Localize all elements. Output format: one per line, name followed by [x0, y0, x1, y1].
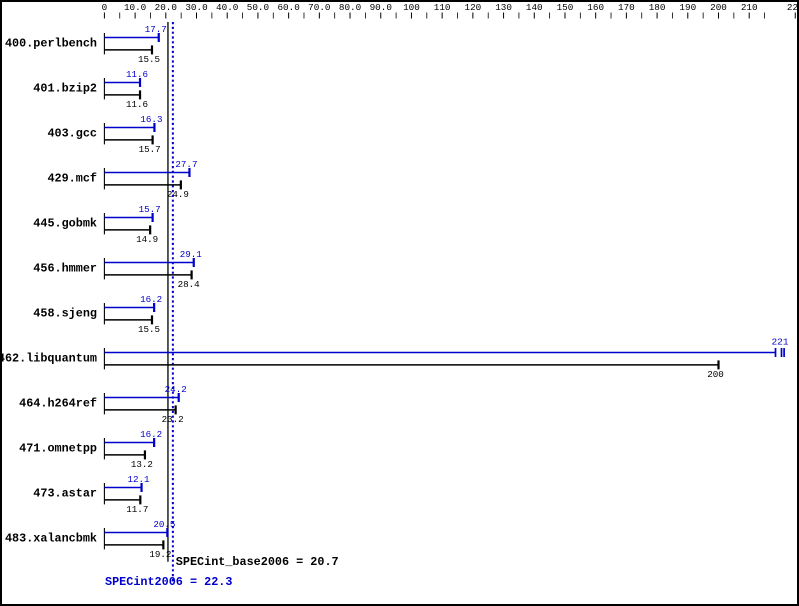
svg-text:483.xalancbmk: 483.xalancbmk: [5, 532, 97, 546]
svg-text:23.2: 23.2: [162, 414, 184, 425]
svg-text:0: 0: [102, 2, 108, 13]
svg-text:SPECint2006 = 22.3: SPECint2006 = 22.3: [105, 575, 232, 589]
svg-text:429.mcf: 429.mcf: [47, 172, 97, 186]
svg-text:456.hmmer: 456.hmmer: [33, 262, 97, 276]
svg-text:400.perlbench: 400.perlbench: [5, 37, 97, 51]
svg-text:50.0: 50.0: [247, 2, 269, 13]
svg-text:29.1: 29.1: [180, 249, 203, 260]
svg-text:200: 200: [707, 369, 724, 380]
svg-text:403.gcc: 403.gcc: [47, 127, 97, 141]
svg-text:27.7: 27.7: [175, 159, 197, 170]
svg-text:15.7: 15.7: [139, 144, 161, 155]
svg-text:120: 120: [464, 2, 481, 13]
svg-text:170: 170: [618, 2, 635, 13]
svg-text:20.5: 20.5: [153, 519, 175, 530]
svg-text:30.0: 30.0: [185, 2, 207, 13]
svg-text:150: 150: [557, 2, 574, 13]
svg-text:15.5: 15.5: [138, 324, 160, 335]
svg-text:70.0: 70.0: [308, 2, 330, 13]
svg-text:19.2: 19.2: [149, 549, 171, 560]
svg-text:SPECint_base2006 = 20.7: SPECint_base2006 = 20.7: [176, 555, 339, 569]
svg-text:24.9: 24.9: [167, 189, 189, 200]
svg-text:40.0: 40.0: [216, 2, 238, 13]
svg-text:473.astar: 473.astar: [33, 487, 97, 501]
svg-text:11.6: 11.6: [126, 69, 148, 80]
svg-text:16.3: 16.3: [140, 114, 162, 125]
svg-text:10.0: 10.0: [124, 2, 146, 13]
svg-text:16.2: 16.2: [140, 294, 162, 305]
svg-text:130: 130: [495, 2, 512, 13]
svg-text:464.h264ref: 464.h264ref: [19, 397, 97, 411]
svg-text:17.7: 17.7: [145, 24, 167, 35]
svg-text:210: 210: [741, 2, 758, 13]
svg-text:11.7: 11.7: [126, 504, 148, 515]
svg-text:445.gobmk: 445.gobmk: [33, 217, 97, 231]
svg-text:471.omnetpp: 471.omnetpp: [19, 442, 97, 456]
svg-text:15.5: 15.5: [138, 54, 160, 65]
svg-text:401.bzip2: 401.bzip2: [33, 82, 97, 96]
svg-text:160: 160: [587, 2, 604, 13]
svg-text:180: 180: [649, 2, 666, 13]
svg-text:190: 190: [679, 2, 696, 13]
svg-text:221: 221: [771, 337, 788, 348]
svg-text:12.1: 12.1: [128, 474, 151, 485]
svg-text:16.2: 16.2: [140, 429, 162, 440]
svg-text:100: 100: [403, 2, 420, 13]
svg-text:60.0: 60.0: [277, 2, 299, 13]
svg-text:140: 140: [526, 2, 543, 13]
svg-text:15.7: 15.7: [139, 204, 161, 215]
svg-text:462.libquantum: 462.libquantum: [0, 352, 97, 366]
svg-text:28.4: 28.4: [178, 279, 201, 290]
svg-text:110: 110: [434, 2, 451, 13]
svg-text:458.sjeng: 458.sjeng: [33, 307, 97, 321]
svg-text:80.0: 80.0: [339, 2, 361, 13]
svg-text:200: 200: [710, 2, 727, 13]
svg-text:11.6: 11.6: [126, 99, 148, 110]
svg-text:225: 225: [787, 2, 799, 13]
svg-text:24.2: 24.2: [165, 384, 187, 395]
svg-text:90.0: 90.0: [370, 2, 392, 13]
svg-text:13.2: 13.2: [131, 459, 153, 470]
svg-text:14.9: 14.9: [136, 234, 158, 245]
svg-text:20.0: 20.0: [155, 2, 177, 13]
